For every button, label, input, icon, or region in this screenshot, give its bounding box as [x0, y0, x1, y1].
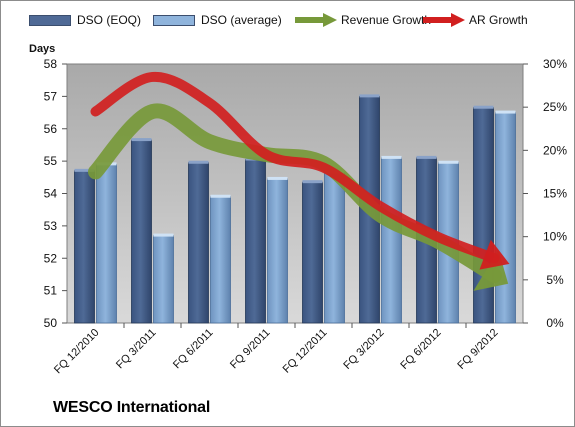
- bar-dso-eoq: [131, 139, 152, 324]
- chart-footer-title: WESCO International: [53, 399, 211, 416]
- y-tick-label: 57: [44, 89, 58, 103]
- bar-dso-average-cap: [210, 194, 231, 198]
- legend-swatch-dso-eoq: [29, 14, 71, 26]
- ar-growth-arrow-line: [90, 71, 500, 264]
- legend-label-dso-average: DSO (average): [201, 13, 282, 27]
- legend-label-dso-eoq: DSO (EOQ): [77, 13, 142, 27]
- legend-item-revenue-growth: Revenue Growth: [293, 13, 431, 27]
- bar-dso-eoq-cap: [416, 155, 437, 159]
- x-tick-label: FQ 9/2011: [228, 327, 273, 372]
- y-tick-label: 55: [44, 154, 58, 168]
- bar-dso-average: [210, 196, 231, 324]
- bar-dso-eoq-cap: [188, 160, 209, 164]
- y2-tick-label: 30%: [543, 57, 567, 71]
- bar-dso-average-cap: [495, 110, 516, 114]
- bar-dso-eoq: [74, 170, 95, 324]
- x-tick-label: FQ 9/2012: [455, 327, 500, 372]
- bar-dso-average-cap: [438, 160, 459, 164]
- y2-tick-label: 5%: [546, 273, 564, 287]
- bar-dso-average-cap: [381, 155, 402, 159]
- y2-tick-label: 25%: [543, 100, 567, 114]
- y-axis-title: Days: [29, 43, 56, 55]
- y-tick-label: 56: [44, 122, 58, 136]
- legend: DSO (EOQ) DSO (average) Revenue Growth A…: [1, 13, 574, 35]
- legend-item-dso-average: DSO (average): [153, 13, 282, 27]
- legend-label-revenue-growth: Revenue Growth: [341, 13, 432, 27]
- legend-arrow-ar-growth: [423, 13, 465, 27]
- legend-label-ar-growth: AR Growth: [469, 13, 528, 27]
- y-tick-label: 53: [44, 219, 58, 233]
- bar-dso-eoq-cap: [359, 94, 380, 98]
- legend-arrow-revenue-growth: [295, 13, 337, 27]
- x-tick-label: FQ 3/2012: [341, 327, 386, 372]
- bar-dso-average: [267, 178, 288, 324]
- bar-dso-eoq-cap: [74, 168, 95, 172]
- x-tick-label: FQ 12/2011: [281, 327, 330, 376]
- y2-tick-label: 15%: [543, 187, 567, 201]
- x-tick-label: FQ 6/2012: [398, 327, 443, 372]
- legend-swatch-dso-average: [153, 14, 195, 26]
- y-tick-label: 50: [44, 316, 58, 330]
- bar-dso-eoq: [473, 107, 494, 324]
- bar-dso-average: [495, 112, 516, 324]
- bar-dso-eoq: [245, 159, 266, 324]
- y2-tick-label: 0%: [546, 316, 564, 330]
- x-tick-label: FQ 12/2010: [52, 327, 102, 377]
- y-tick-label: 51: [44, 284, 58, 298]
- legend-item-ar-growth: AR Growth: [421, 13, 528, 27]
- bar-dso-average: [381, 157, 402, 324]
- y-tick-label: 58: [44, 57, 58, 71]
- bar-dso-eoq: [188, 162, 209, 324]
- bar-dso-eoq: [302, 181, 323, 324]
- legend-item-dso-eoq: DSO (EOQ): [29, 13, 141, 27]
- bar-dso-eoq-cap: [302, 180, 323, 184]
- y-tick-label: 54: [44, 187, 58, 201]
- bar-dso-average: [324, 172, 345, 324]
- bar-dso-eoq-cap: [473, 105, 494, 109]
- ar-growth-arrow-head: [479, 239, 510, 270]
- bar-dso-average: [96, 163, 117, 324]
- bar-dso-average-cap: [267, 176, 288, 180]
- bar-dso-average: [153, 235, 174, 324]
- bar-dso-average-cap: [153, 233, 174, 237]
- y2-tick-label: 20%: [543, 143, 567, 157]
- y2-tick-label: 10%: [543, 230, 567, 244]
- x-tick-label: FQ 6/2011: [171, 327, 216, 372]
- bar-dso-eoq-cap: [131, 138, 152, 142]
- y-tick-label: 52: [44, 251, 58, 265]
- x-tick-label: FQ 3/2011: [114, 327, 159, 372]
